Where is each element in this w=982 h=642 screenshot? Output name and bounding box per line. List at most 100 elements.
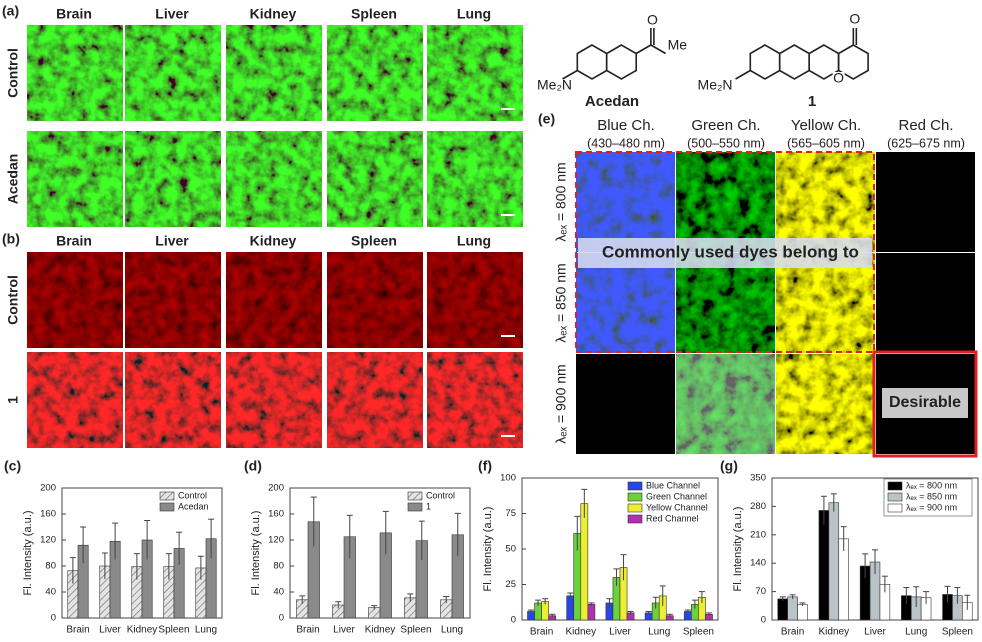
- column-header: Lung: [457, 6, 491, 22]
- x-tick-label: Spleen: [400, 625, 431, 636]
- legend-label: Blue Channel: [646, 480, 700, 490]
- row-label: Control: [5, 48, 21, 98]
- legend-swatch: [627, 481, 643, 491]
- ring: [837, 44, 869, 80]
- row-label: Control: [5, 275, 21, 325]
- highlight: Desirable: [889, 394, 961, 411]
- micrograph: [226, 131, 322, 227]
- column-header: Brain: [56, 233, 92, 249]
- bar: [828, 502, 840, 621]
- legend-label: λₑₓ = 800 nm: [906, 480, 957, 490]
- x-tick-label: Liver: [864, 627, 886, 638]
- atom: O: [833, 70, 844, 86]
- x-tick-label: Lung: [905, 627, 927, 638]
- micrograph: [125, 25, 221, 121]
- micrograph: [327, 25, 423, 121]
- panel-label: (d): [244, 458, 262, 474]
- y-axis-label: Fl. Intensity (a.u.): [732, 507, 744, 592]
- y-tick-label: 350: [750, 473, 766, 484]
- column-header: Spleen: [351, 233, 397, 249]
- legend-label: Green Channel: [646, 491, 707, 501]
- x-tick-label: Liver: [609, 627, 631, 638]
- banner-bg: [578, 238, 872, 268]
- y-tick-label: 40: [273, 587, 284, 598]
- legend-swatch: [159, 502, 175, 512]
- ring: [778, 44, 811, 80]
- y-tick-label: 160: [40, 509, 56, 520]
- column-header: Kidney: [250, 233, 297, 249]
- x-tick-label: Kidney: [819, 627, 850, 638]
- micrograph: [427, 352, 523, 448]
- bar: [777, 598, 788, 621]
- x-tick-label: Spleen: [158, 625, 189, 636]
- legend-swatch: [627, 492, 643, 502]
- column-header: Liver: [155, 233, 189, 249]
- micrograph: [226, 25, 322, 121]
- panel-label: (b): [2, 231, 20, 247]
- y-tick-label: 40: [45, 587, 56, 598]
- atom: Me₂N: [537, 77, 572, 93]
- y-tick-label: 80: [273, 561, 284, 572]
- compound-name: 1: [808, 93, 816, 110]
- x-tick-label: Lung: [195, 625, 217, 636]
- legend-swatch: [627, 514, 643, 524]
- micrograph: [776, 354, 875, 454]
- micrograph: [427, 252, 523, 348]
- ring: [576, 44, 608, 80]
- x-tick-label: Brain: [530, 627, 553, 638]
- bar: [797, 604, 808, 621]
- compound-name: Acedan: [585, 93, 639, 110]
- row-label: Acedan: [5, 154, 21, 205]
- atom: Me: [668, 37, 688, 53]
- micrograph: [226, 252, 322, 348]
- y-axis-label: Fl. Intensity (a.u.): [22, 511, 34, 596]
- channel-name: Red Ch.: [898, 117, 953, 134]
- micrograph: [226, 352, 322, 448]
- legend-swatch: [627, 503, 643, 513]
- bond: [562, 69, 578, 80]
- y-axis-label: Fl. Intensity (a.u.): [482, 507, 494, 592]
- micrograph: [427, 25, 523, 121]
- y-tick-label: 50: [505, 544, 516, 555]
- micrograph: [125, 252, 221, 348]
- x-tick-label: Spleen: [942, 627, 973, 638]
- y-tick-label: 280: [750, 501, 766, 512]
- panel-label: (e): [538, 111, 555, 127]
- channel-range: (500–550 nm): [687, 136, 765, 150]
- y-axis-label: Fl. Intensity (a.u.): [250, 511, 262, 596]
- micrograph: [27, 352, 123, 448]
- row-label: λₑₓ = 800 nm: [553, 162, 569, 241]
- panel-label: (a): [2, 3, 19, 19]
- x-tick-label: Brain: [296, 625, 319, 636]
- column-header: Spleen: [351, 6, 397, 22]
- micrograph: [576, 253, 675, 353]
- column-header: Kidney: [250, 6, 297, 22]
- legend-label: Acedan: [178, 501, 209, 511]
- x-tick-label: Kidney: [127, 625, 158, 636]
- bar: [580, 503, 589, 621]
- y-tick-label: 0: [511, 615, 516, 626]
- x-tick-label: Kidney: [365, 625, 396, 636]
- legend-label: Red Channel: [646, 513, 699, 523]
- x-tick-label: Brain: [66, 625, 89, 636]
- micrograph: [327, 252, 423, 348]
- y-tick-label: 70: [755, 586, 766, 597]
- legend-swatch: [887, 481, 903, 491]
- row-label: λₑₓ = 850 nm: [553, 263, 569, 342]
- atom: Me₂N: [698, 77, 733, 93]
- channel-range: (625–675 nm): [887, 136, 965, 150]
- legend-swatch: [407, 491, 423, 501]
- bond: [735, 69, 751, 80]
- legend-swatch: [407, 502, 423, 512]
- y-tick-label: 120: [40, 535, 56, 546]
- legend-label: 1: [426, 501, 431, 511]
- legend-swatch: [159, 491, 175, 501]
- micrograph: [576, 152, 675, 252]
- panel-label: (f): [478, 458, 492, 474]
- y-tick-label: 80: [45, 561, 56, 572]
- micrograph: [327, 131, 423, 227]
- micrograph: [776, 253, 875, 353]
- legend-label: Yellow Channel: [646, 502, 708, 512]
- bar: [566, 595, 575, 621]
